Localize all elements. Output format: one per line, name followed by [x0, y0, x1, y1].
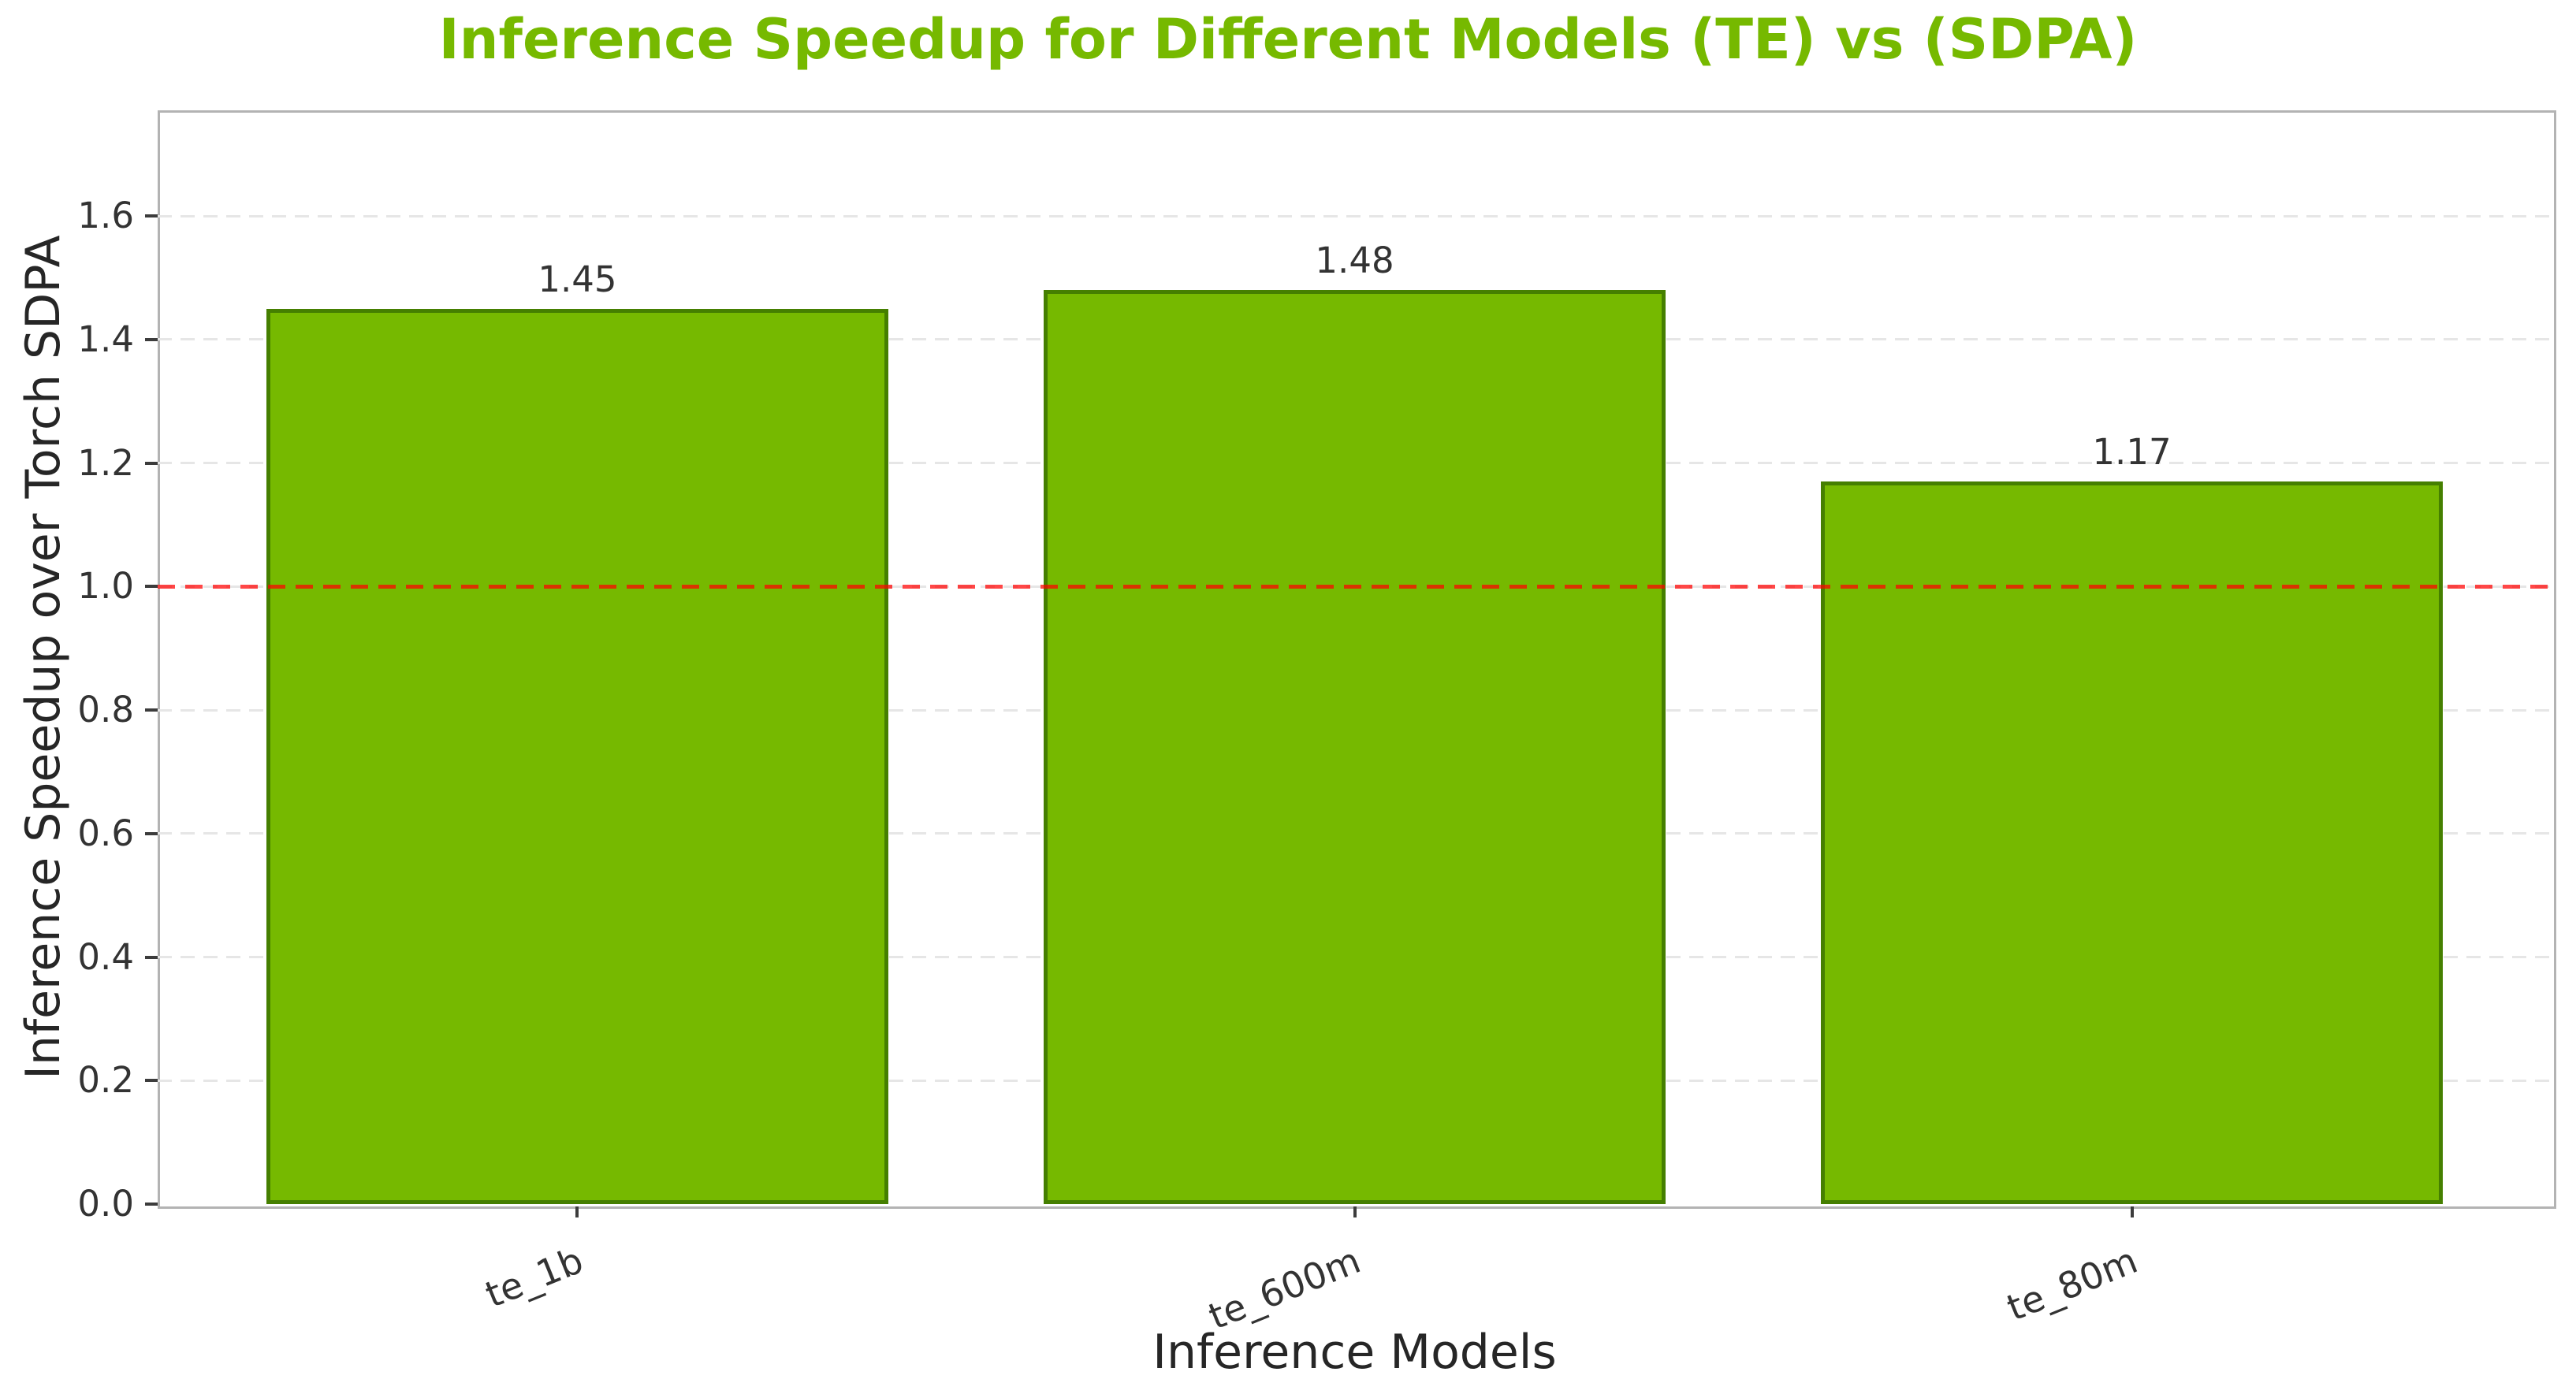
- bar-value-label: 1.48: [1315, 240, 1394, 282]
- y-tick: [145, 1203, 158, 1206]
- y-tick-label: 1.6: [77, 195, 134, 237]
- bar-te_80m: [1821, 481, 2443, 1204]
- gridline: [158, 214, 2552, 217]
- y-tick-label: 1.4: [77, 318, 134, 360]
- y-tick: [145, 585, 158, 589]
- y-tick-label: 1.2: [77, 441, 134, 484]
- bar-value-label: 1.45: [538, 258, 617, 300]
- y-tick: [145, 337, 158, 341]
- x-tick: [2130, 1206, 2134, 1217]
- reference-line: [158, 584, 2552, 589]
- y-tick: [145, 831, 158, 835]
- y-tick: [145, 214, 158, 218]
- y-tick-label: 0.4: [77, 935, 134, 978]
- x-axis-label: Inference Models: [1152, 1325, 1557, 1380]
- y-tick: [145, 955, 158, 959]
- y-tick-label: 0.8: [77, 689, 134, 730]
- x-tick-label: te_80m: [2001, 1239, 2143, 1329]
- x-tick: [575, 1206, 579, 1217]
- bar-value-label: 1.17: [2092, 431, 2172, 474]
- y-tick: [145, 708, 158, 712]
- y-tick-label: 1.0: [77, 565, 134, 608]
- bar-te_600m: [1044, 290, 1666, 1204]
- x-tick: [1353, 1206, 1357, 1217]
- y-tick-label: 0.0: [77, 1183, 134, 1225]
- x-tick-label: te_1b: [478, 1239, 589, 1316]
- chart-title: Inference Speedup for Different Models (…: [438, 7, 2138, 72]
- bar-te_1b: [266, 308, 888, 1204]
- y-tick: [145, 1079, 158, 1083]
- y-tick-label: 0.6: [77, 812, 134, 854]
- y-tick: [145, 461, 158, 465]
- y-tick-label: 0.2: [77, 1059, 134, 1102]
